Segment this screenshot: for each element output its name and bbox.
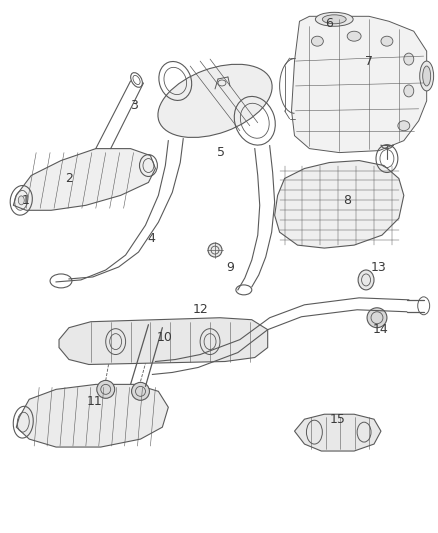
- Text: 6: 6: [325, 17, 333, 30]
- Text: 12: 12: [192, 303, 208, 316]
- Ellipse shape: [404, 85, 414, 97]
- Ellipse shape: [311, 36, 323, 46]
- Text: 10: 10: [156, 331, 172, 344]
- Text: 14: 14: [373, 323, 389, 336]
- Text: 8: 8: [343, 194, 351, 207]
- Text: 7: 7: [365, 54, 373, 68]
- Ellipse shape: [131, 382, 149, 400]
- Ellipse shape: [97, 381, 115, 398]
- Ellipse shape: [420, 61, 434, 91]
- Text: 3: 3: [130, 99, 138, 112]
- Text: 5: 5: [217, 146, 225, 159]
- Ellipse shape: [208, 243, 222, 257]
- Text: 15: 15: [329, 413, 345, 426]
- Text: 13: 13: [371, 262, 387, 274]
- Text: 1: 1: [21, 194, 29, 207]
- Ellipse shape: [315, 12, 353, 26]
- Polygon shape: [13, 149, 155, 211]
- Ellipse shape: [381, 36, 393, 46]
- Ellipse shape: [358, 270, 374, 290]
- Ellipse shape: [158, 64, 272, 138]
- Polygon shape: [275, 160, 404, 248]
- Ellipse shape: [404, 53, 414, 65]
- Text: 11: 11: [87, 395, 102, 408]
- Ellipse shape: [398, 121, 410, 131]
- Text: 4: 4: [148, 232, 155, 245]
- Ellipse shape: [423, 66, 431, 86]
- Ellipse shape: [322, 15, 346, 24]
- Polygon shape: [16, 384, 168, 447]
- Polygon shape: [294, 414, 381, 451]
- Polygon shape: [59, 318, 268, 365]
- Ellipse shape: [18, 196, 24, 205]
- Text: 2: 2: [65, 172, 73, 185]
- Ellipse shape: [347, 31, 361, 41]
- Polygon shape: [292, 17, 427, 152]
- Ellipse shape: [367, 308, 387, 328]
- Text: 9: 9: [226, 262, 234, 274]
